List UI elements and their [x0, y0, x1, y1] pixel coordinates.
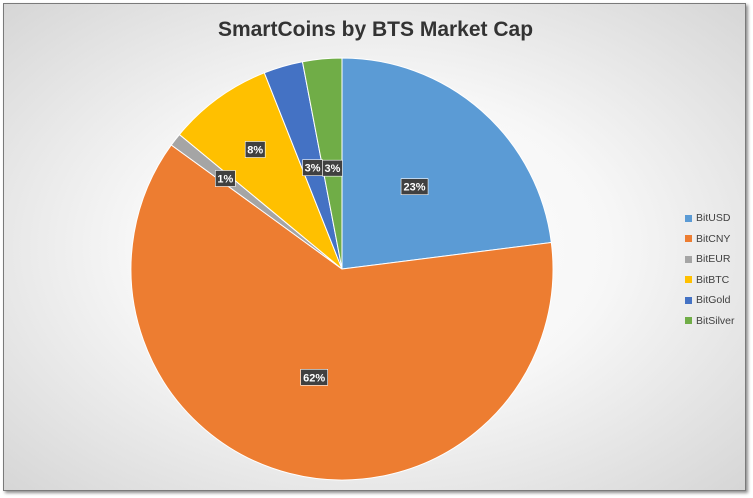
legend-swatch	[685, 276, 692, 284]
svg-text:3%: 3%	[325, 163, 341, 175]
legend-swatch	[685, 317, 692, 325]
pie-slice-bitcny	[130, 144, 554, 481]
chart-title: SmartCoins by BTS Market Cap	[217, 18, 534, 41]
legend-label: BitSilver	[696, 314, 735, 327]
svg-text:3%: 3%	[305, 163, 321, 175]
legend-item-bitcny: BitCNY	[685, 229, 735, 250]
pie-slice-bitusd	[341, 57, 552, 270]
legend-label: BitEUR	[696, 253, 731, 266]
data-label-biteur: 1%	[214, 170, 236, 187]
svg-text:62%: 62%	[303, 372, 325, 384]
legend-label: BitCNY	[696, 232, 731, 245]
svg-text:8%: 8%	[247, 145, 263, 157]
data-label-bitgold: 3%	[302, 159, 323, 176]
pie-slice-bitbtc	[178, 72, 343, 270]
legend-swatch	[685, 214, 692, 222]
data-label-bitcny: 62%	[300, 369, 328, 386]
legend-item-biteur: BitEUR	[685, 249, 735, 270]
legend-item-bitsilver: BitSilver	[685, 311, 735, 332]
data-label-bitusd: 23%	[400, 178, 429, 195]
legend-swatch	[685, 296, 692, 304]
legend-swatch	[685, 235, 692, 243]
legend-label: BitGold	[696, 294, 731, 307]
legend-item-bitusd: BitUSD	[685, 208, 735, 229]
legend: BitUSD BitCNY BitEUR BitBTC BitGold BitSilver	[685, 208, 735, 331]
legend-label: BitUSD	[696, 212, 731, 225]
pie-chart: 23% 62% 1% 8% 3% 3%	[130, 57, 554, 481]
svg-text:1%: 1%	[217, 173, 233, 185]
legend-item-bitgold: BitGold	[685, 290, 735, 311]
legend-item-bitbtc: BitBTC	[685, 270, 735, 291]
svg-text:23%: 23%	[404, 182, 426, 194]
data-label-bitsilver: 3%	[322, 159, 343, 177]
chart-frame: SmartCoins by BTS Market Cap 23% 62% 1% 8% 3…	[3, 3, 746, 491]
data-label-bitbtc: 8%	[244, 141, 266, 158]
legend-label: BitBTC	[696, 273, 730, 286]
legend-swatch	[685, 255, 692, 263]
